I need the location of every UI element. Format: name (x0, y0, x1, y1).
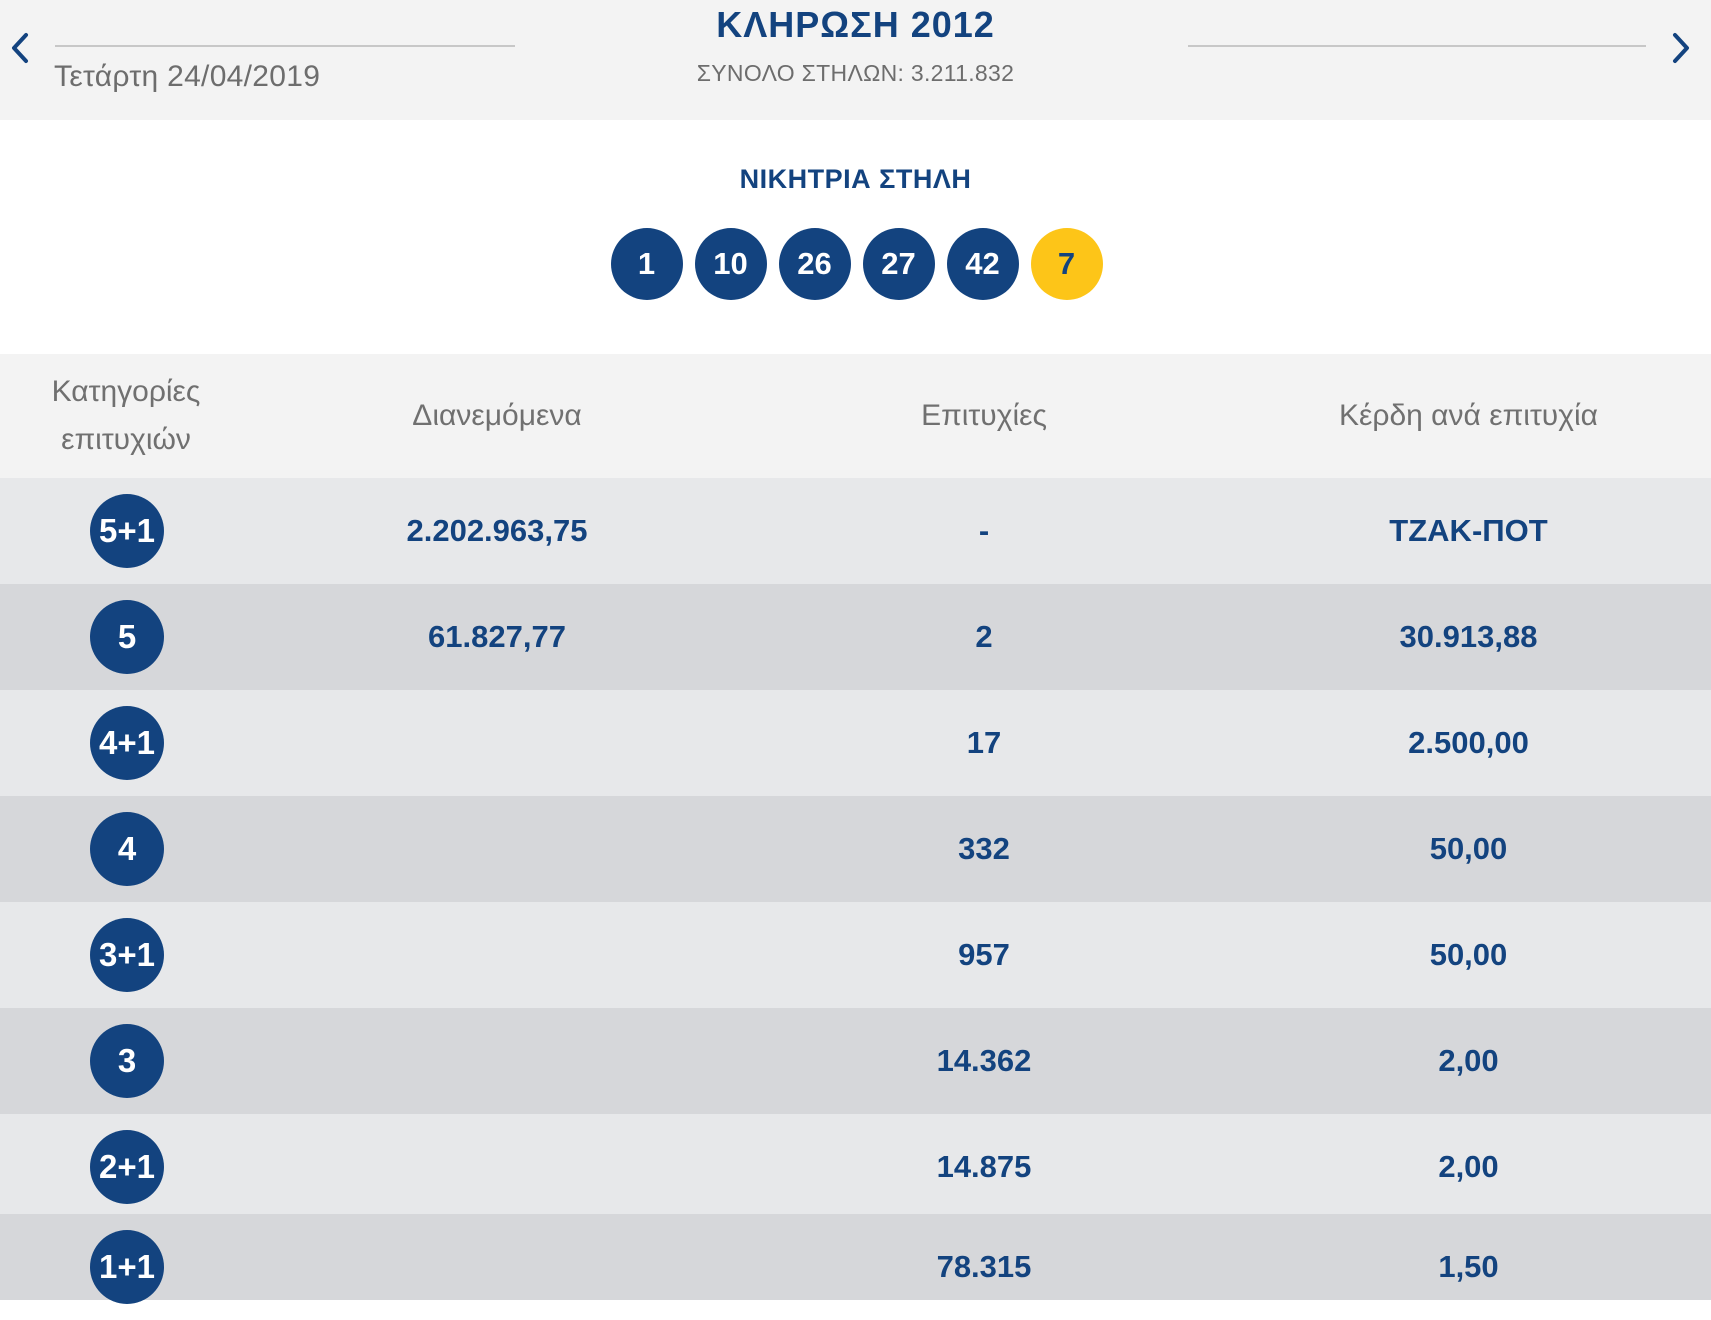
winners-count: 14.875 (936, 1149, 1032, 1184)
category-badge: 4+1 (90, 706, 164, 780)
prize-per-winner: 30.913,88 (1399, 619, 1538, 654)
prize-per-winner: 2.500,00 (1408, 725, 1529, 760)
prize-per-winner: 2,00 (1438, 1149, 1499, 1184)
chevron-right-icon (1673, 33, 1689, 63)
winners-count: 957 (958, 937, 1010, 972)
winners-count: 2 (975, 619, 993, 654)
next-draw-button[interactable] (1666, 28, 1696, 68)
winning-number: 26 (778, 228, 851, 300)
previous-draw-button[interactable] (5, 28, 35, 68)
column-header-prize: Κέρδη ανά επιτυχία (1339, 399, 1598, 432)
table-row: 4 332 50,00 (0, 796, 1711, 902)
winning-number: 10 (694, 228, 767, 300)
table-row: 5+1 2.202.963,75 - ΤΖΑΚ-ΠΟΤ (0, 478, 1711, 584)
distributed-amount (252, 902, 742, 1008)
header-divider-right (1188, 45, 1646, 47)
draw-title: ΚΛΗΡΩΣΗ 2012 (716, 4, 995, 45)
column-header-winners: Επιτυχίες (921, 399, 1047, 432)
category-badge: 3 (90, 1024, 164, 1098)
column-header-category: Κατηγορίες επιτυχιών (0, 354, 252, 478)
winners-count: 332 (958, 831, 1010, 866)
header-divider-left (55, 45, 515, 47)
draw-date: Τετάρτη 24/04/2019 (54, 60, 321, 93)
table-row: 1+1 78.315 1,50 (0, 1214, 1711, 1304)
category-badge: 1+1 (90, 1230, 164, 1304)
prize-per-winner: 2,00 (1438, 1043, 1499, 1078)
chevron-left-icon (12, 33, 28, 63)
winners-count: - (978, 513, 990, 548)
distributed-amount: 2.202.963,75 (406, 513, 588, 548)
draw-header: Τετάρτη 24/04/2019 ΚΛΗΡΩΣΗ 2012 ΣΥΝΟΛΟ Σ… (0, 0, 1711, 120)
bonus-number: 7 (1030, 228, 1103, 300)
winning-number: 27 (862, 228, 935, 300)
prize-per-winner: 50,00 (1429, 831, 1508, 866)
winners-count: 14.362 (936, 1043, 1032, 1078)
distributed-amount (252, 796, 742, 902)
results-table-header: Κατηγορίες επιτυχιών Διανεμόμενα Επιτυχί… (0, 354, 1711, 478)
distributed-amount (252, 1214, 742, 1320)
distributed-amount (252, 1114, 742, 1220)
category-badge: 5+1 (90, 494, 164, 568)
distributed-amount: 61.827,77 (428, 619, 566, 654)
prize-per-winner: 50,00 (1429, 937, 1508, 972)
total-columns: ΣΥΝΟΛΟ ΣΤΗΛΩΝ: 3.211.832 (696, 60, 1015, 86)
column-header-category-line1: Κατηγορίες (51, 375, 201, 408)
table-row: 5 61.827,77 2 30.913,88 (0, 584, 1711, 690)
distributed-amount (252, 690, 742, 796)
column-header-distributed: Διανεμόμενα (412, 399, 582, 432)
winning-number: 1 (610, 228, 683, 300)
category-badge: 4 (90, 812, 164, 886)
winning-numbers: 1 10 26 27 42 7 (0, 228, 1711, 300)
prize-per-winner: ΤΖΑΚ-ΠΟΤ (1389, 513, 1548, 548)
category-badge: 2+1 (90, 1130, 164, 1204)
category-badge: 3+1 (90, 918, 164, 992)
winners-count: 78.315 (936, 1249, 1032, 1284)
distributed-amount (252, 1008, 742, 1114)
prize-per-winner: 1,50 (1438, 1249, 1499, 1284)
table-row: 3 14.362 2,00 (0, 1008, 1711, 1114)
category-badge: 5 (90, 600, 164, 674)
column-header-category-line2: επιτυχιών (61, 423, 191, 456)
winning-number: 42 (946, 228, 1019, 300)
winning-column-title: ΝΙΚΗΤΡΙΑ ΣΤΗΛΗ (739, 164, 972, 194)
table-row: 3+1 957 50,00 (0, 902, 1711, 1008)
winners-count: 17 (966, 725, 1002, 760)
table-row: 2+1 14.875 2,00 (0, 1114, 1711, 1220)
table-row: 4+1 17 2.500,00 (0, 690, 1711, 796)
